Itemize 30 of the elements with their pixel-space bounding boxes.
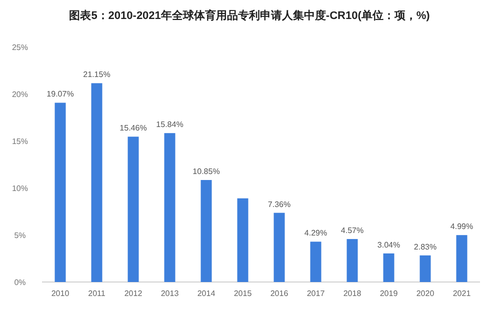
ytick: 25%	[12, 43, 28, 52]
value-label: 10.85%	[192, 167, 220, 176]
xtick: 2012	[124, 289, 142, 298]
value-label: 4.29%	[304, 228, 328, 238]
xtick: 2013	[160, 289, 179, 298]
xtick: 2016	[270, 289, 288, 298]
xtick: 2021	[452, 289, 471, 298]
xtick: 2017	[306, 289, 325, 298]
xtick: 2014	[197, 289, 216, 298]
xtick: 2020	[416, 289, 434, 298]
value-label: 7.36%	[268, 200, 291, 209]
ytick: 20%	[12, 90, 28, 99]
xtick: 2015	[234, 289, 252, 298]
value-label: 21.15%	[83, 70, 110, 80]
xtick: 2010	[51, 289, 70, 298]
ytick: 15%	[12, 137, 28, 146]
ytick: 5%	[14, 231, 26, 240]
value-label: 4.57%	[340, 226, 364, 236]
value-label: 15.84%	[156, 120, 184, 130]
xtick: 2019	[380, 289, 398, 298]
value-label: 4.99%	[450, 222, 474, 232]
title: 图表5：2010-2021年全球体育用品专利申请人集中度-CR10(单位：项，%)	[69, 10, 430, 22]
ytick: 0%	[14, 278, 26, 287]
value-label: 2.83%	[414, 242, 437, 252]
xtick: 2018	[343, 289, 362, 298]
value-label: 19.07%	[46, 90, 74, 99]
value-label: 15.46%	[120, 124, 147, 133]
xtick: 2011	[88, 289, 106, 298]
ytick: 10%	[12, 184, 28, 193]
value-label: 3.04%	[377, 240, 400, 250]
